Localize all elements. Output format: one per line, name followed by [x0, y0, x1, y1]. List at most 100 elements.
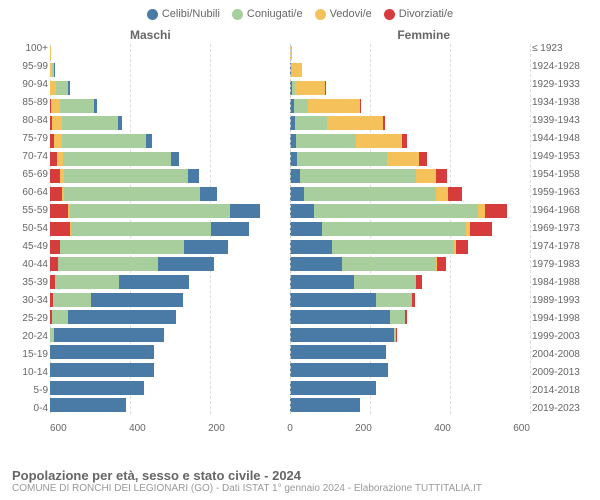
bar-segment — [296, 134, 356, 148]
female-label: Femmine — [397, 28, 450, 42]
bar-segment — [390, 310, 405, 324]
bar-segment — [416, 275, 422, 289]
bar-segment — [54, 134, 62, 148]
bar-segment — [55, 275, 119, 289]
bar-segment — [405, 310, 407, 324]
age-tick: 95-99 — [0, 62, 48, 72]
bar-segment — [322, 222, 466, 236]
bar-segment — [300, 169, 416, 183]
age-tick: 15-19 — [0, 350, 48, 360]
bar-segment — [158, 257, 214, 271]
bar-segment — [290, 328, 394, 342]
birth-year-tick: 1954-1958 — [532, 170, 600, 180]
bar-segment — [290, 293, 376, 307]
bar-segment — [50, 152, 57, 166]
bar-segment — [146, 134, 152, 148]
bar-segment — [50, 187, 62, 201]
legend: Celibi/NubiliConiugati/eVedovi/eDivorzia… — [0, 0, 600, 24]
birth-year-tick: 1964-1968 — [532, 206, 600, 216]
bar-segment — [332, 240, 454, 254]
legend-dot — [147, 9, 158, 20]
bar-segment — [53, 293, 91, 307]
legend-dot — [315, 9, 326, 20]
birth-year-tick: 1979-1983 — [532, 260, 600, 270]
bar-segment — [50, 169, 60, 183]
bar-segment — [290, 240, 332, 254]
age-tick: 55-59 — [0, 206, 48, 216]
bar-segment — [354, 275, 416, 289]
age-tick: 0-4 — [0, 404, 48, 414]
chart-area — [50, 44, 530, 414]
birth-year-tick: 2009-2013 — [532, 368, 600, 378]
bar-segment — [470, 222, 492, 236]
birth-year-tick: 2019-2023 — [532, 404, 600, 414]
bar-segment — [64, 169, 188, 183]
bar-segment — [184, 240, 228, 254]
x-tick: 200 — [355, 423, 372, 434]
bar-segment — [416, 169, 436, 183]
bar-segment — [485, 204, 507, 218]
bar-segment — [290, 381, 376, 395]
legend-item: Divorziati/e — [384, 8, 453, 20]
birth-year-tick: 1984-1988 — [532, 278, 600, 288]
bar-segment — [171, 152, 179, 166]
legend-label: Vedovi/e — [330, 8, 372, 20]
bar-segment — [200, 187, 217, 201]
bar-segment — [290, 363, 388, 377]
birth-year-tick: 1989-1993 — [532, 296, 600, 306]
bar-segment — [62, 134, 146, 148]
birth-year-tick: 1934-1938 — [532, 98, 600, 108]
bar-segment — [292, 63, 302, 77]
birth-year-tick: 1949-1953 — [532, 152, 600, 162]
bar-segment — [56, 81, 68, 95]
bar-segment — [52, 310, 68, 324]
bar-segment — [387, 152, 419, 166]
age-tick: 25-29 — [0, 314, 48, 324]
bar-segment — [68, 81, 70, 95]
age-tick: 70-74 — [0, 152, 48, 162]
bar-segment — [294, 99, 308, 113]
birth-year-tick: 2014-2018 — [532, 386, 600, 396]
bar-segment — [54, 63, 55, 77]
x-tick: 400 — [434, 423, 451, 434]
birth-year-tick: 2004-2008 — [532, 350, 600, 360]
chart-title: Popolazione per età, sesso e stato civil… — [12, 468, 588, 483]
bar-segment — [290, 345, 386, 359]
bar-segment — [211, 222, 249, 236]
bar-segment — [297, 152, 387, 166]
age-tick: 10-14 — [0, 368, 48, 378]
legend-dot — [232, 9, 243, 20]
age-tick: 90-94 — [0, 80, 48, 90]
birth-year-tick: ≤ 1923 — [532, 44, 600, 54]
age-tick: 45-49 — [0, 242, 48, 252]
age-tick: 30-34 — [0, 296, 48, 306]
bar-segment — [188, 169, 199, 183]
bar-segment — [295, 81, 325, 95]
bar-segment — [50, 345, 154, 359]
bar-segment — [62, 116, 118, 130]
age-tick: 80-84 — [0, 116, 48, 126]
x-tick: 0 — [287, 423, 293, 434]
bar-segment — [50, 257, 58, 271]
population-pyramid-chart: Maschi Femmine Fasce di età Anni di nasc… — [0, 24, 600, 444]
legend-dot — [384, 9, 395, 20]
x-tick: 200 — [208, 423, 225, 434]
x-tick: 600 — [513, 423, 530, 434]
age-tick: 20-24 — [0, 332, 48, 342]
bar-segment — [419, 152, 427, 166]
birth-year-tick: 1924-1928 — [532, 62, 600, 72]
bar-segment — [54, 328, 164, 342]
bar-segment — [356, 134, 402, 148]
bar-segment — [436, 187, 448, 201]
bar-segment — [290, 204, 314, 218]
birth-year-tick: 1974-1978 — [532, 242, 600, 252]
birth-year-tick: 1939-1943 — [532, 116, 600, 126]
birth-year-tick: 1944-1948 — [532, 134, 600, 144]
bar-segment — [412, 293, 415, 307]
bar-segment — [295, 116, 327, 130]
x-tick: 400 — [129, 423, 146, 434]
bar-segment — [314, 204, 478, 218]
age-tick: 65-69 — [0, 170, 48, 180]
age-tick: 60-64 — [0, 188, 48, 198]
bar-segment — [290, 152, 297, 166]
